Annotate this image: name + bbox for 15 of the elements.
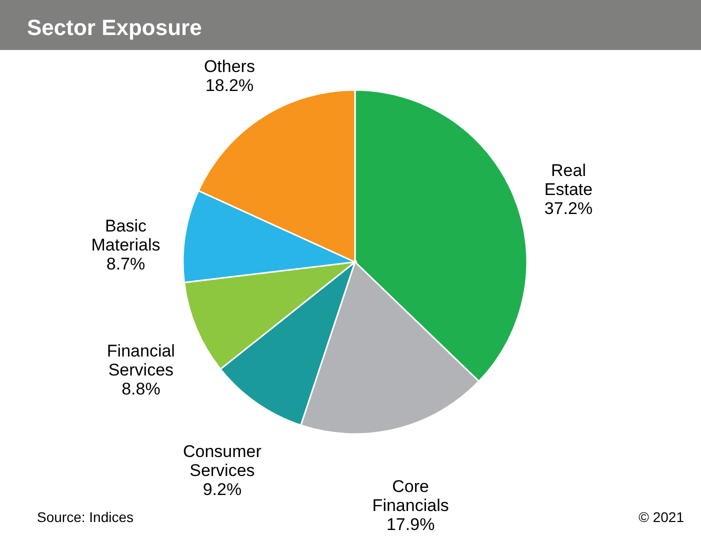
slice-label: Financial Services (106, 341, 175, 380)
slice-label: Basic Materials (91, 216, 160, 254)
slice-label: Others (204, 56, 255, 76)
chart-title: Sector Exposure (27, 15, 202, 40)
data-label: 17.9% (386, 515, 435, 534)
data-label: 18.2% (205, 76, 254, 95)
slice-label: Real Estate (544, 161, 593, 200)
source-note: Source: Indices (37, 509, 134, 525)
data-label: 8.7% (106, 254, 146, 274)
slice-label: Consumer Services (182, 442, 262, 480)
slice-label: Core Financials (372, 477, 449, 516)
data-label: 8.8% (122, 379, 160, 398)
text: © 2021 (638, 509, 684, 525)
data-label: 9.2% (202, 480, 242, 500)
data-label: 37.2% (544, 199, 593, 218)
